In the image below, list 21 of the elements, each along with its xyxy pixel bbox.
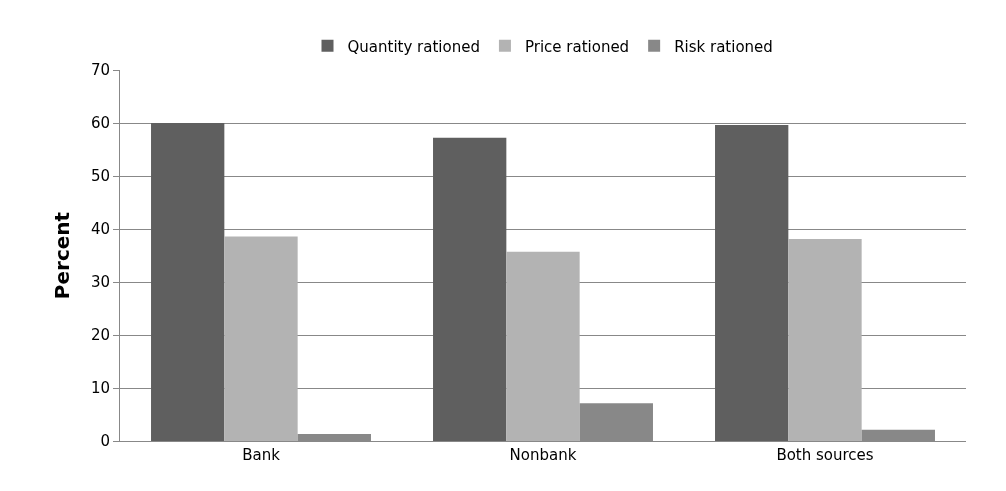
bar	[715, 125, 789, 441]
bar	[433, 137, 507, 441]
y-tick-label: 20	[90, 326, 110, 345]
y-tick-label: 60	[90, 114, 110, 133]
bar	[506, 251, 580, 441]
y-tick-label: 50	[90, 167, 110, 186]
y-axis-title: Percent	[50, 211, 75, 300]
bar	[151, 123, 225, 441]
x-tick-label: Bank	[242, 446, 281, 464]
bar	[788, 239, 862, 441]
y-tick-label: 30	[90, 273, 110, 292]
legend-label: Price rationed	[524, 37, 630, 56]
bar	[224, 236, 298, 441]
y-tick-label: 70	[90, 61, 110, 80]
y-tick-label: 40	[90, 220, 110, 239]
x-tick-label: Nonbank	[509, 446, 577, 464]
x-tick-label: Both sources	[776, 446, 874, 464]
legend-label: Risk rationed	[674, 37, 773, 56]
y-tick-label: 10	[90, 379, 110, 398]
y-tick-label: 0	[100, 432, 110, 451]
legend-label: Quantity rationed	[347, 37, 480, 56]
